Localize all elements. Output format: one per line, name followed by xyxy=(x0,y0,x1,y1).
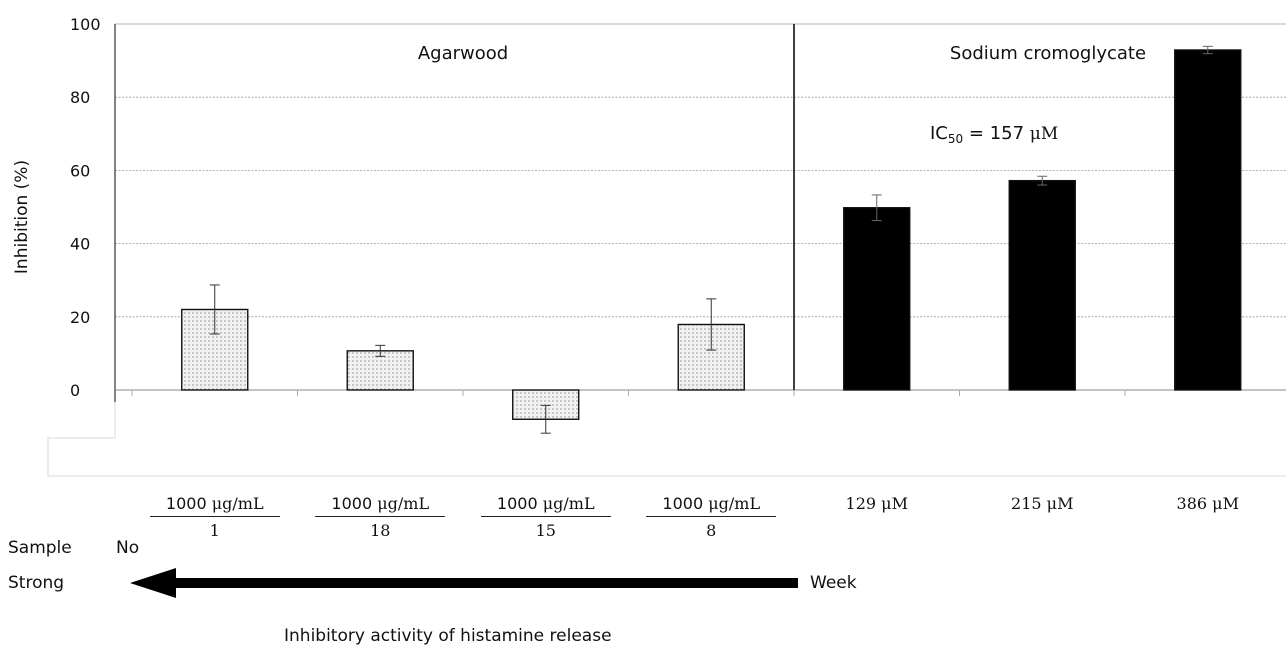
x-category-label: 129 μM xyxy=(812,494,942,513)
caption: Inhibitory activity of histamine release xyxy=(284,626,612,646)
y-axis-label: Inhibition (%) xyxy=(12,160,32,274)
concentration-label: 1000 μg/mL xyxy=(480,494,611,517)
concentration-label: 1000 μg/mL xyxy=(149,494,280,517)
concentration-label: 1000 μg/mL xyxy=(646,494,777,517)
y-tick-label: 80 xyxy=(70,88,90,107)
x-category-label: 386 μM xyxy=(1143,494,1273,513)
x-category-label: 1000 μg/mL 15 xyxy=(480,494,611,540)
concentration-label: 1000 μg/mL xyxy=(315,494,446,517)
ic50-annotation: IC50 = 157 μM xyxy=(930,123,1058,146)
lower-area-outline xyxy=(47,402,1286,477)
sample-number-label: 18 xyxy=(370,521,391,540)
arrow-head xyxy=(130,568,176,598)
bar xyxy=(1174,49,1242,391)
y-tick-label: 100 xyxy=(70,15,101,34)
sample-number-label: 15 xyxy=(535,521,556,540)
y-tick-label: 20 xyxy=(70,308,90,327)
concentration-label: 386 μM xyxy=(1176,494,1239,513)
bar xyxy=(1008,179,1076,391)
y-tick-label: 60 xyxy=(70,161,90,180)
weak-label: Week xyxy=(810,573,857,593)
x-category-label: 1000 μg/mL 18 xyxy=(315,494,446,540)
x-category-label: 1000 μg/mL 1 xyxy=(149,494,280,540)
group-title: Sodium cromoglycate xyxy=(950,43,1146,64)
x-category-label: 1000 μg/mL 8 xyxy=(646,494,777,540)
arrow-shaft xyxy=(172,578,798,588)
sample-number-label: 8 xyxy=(706,521,717,540)
sample-number-label: 1 xyxy=(209,521,220,540)
bar xyxy=(346,350,414,391)
y-tick-label: 40 xyxy=(70,235,90,254)
concentration-label: 215 μM xyxy=(1011,494,1074,513)
group-title: Agarwood xyxy=(418,43,508,64)
strong-label: Strong xyxy=(8,573,65,593)
y-tick-label: 0 xyxy=(70,381,80,400)
concentration-label: 129 μM xyxy=(845,494,908,513)
sample-label: Sample xyxy=(8,538,72,558)
no-label: No xyxy=(116,538,140,558)
x-category-label: 215 μM xyxy=(977,494,1107,513)
bar xyxy=(843,207,911,391)
